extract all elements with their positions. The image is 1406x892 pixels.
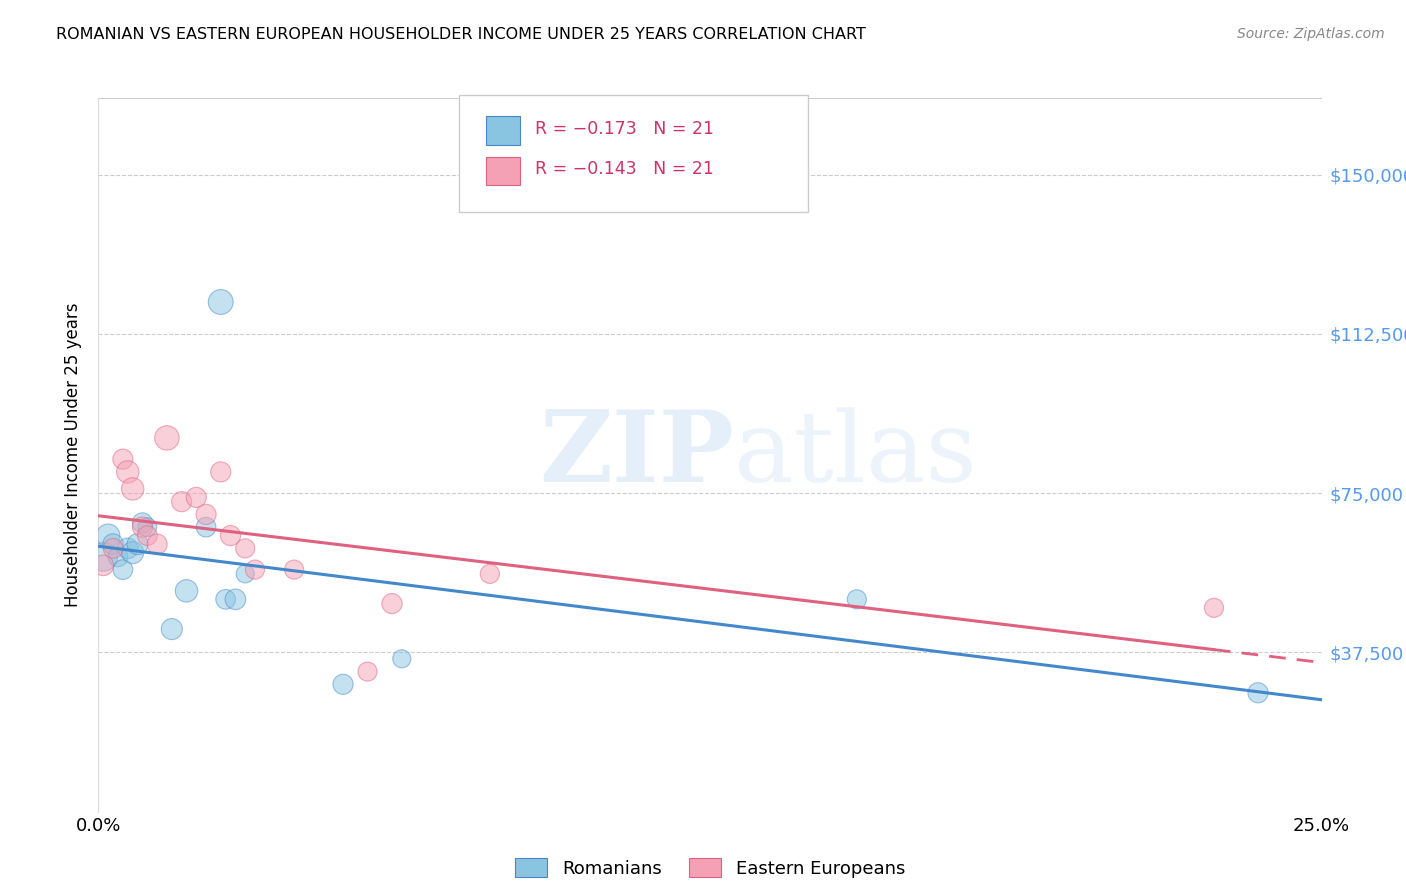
- Point: [131, 516, 153, 530]
- Point: [91, 549, 114, 564]
- Point: [478, 566, 501, 581]
- Point: [195, 508, 218, 522]
- Point: [332, 677, 354, 691]
- Point: [127, 537, 149, 551]
- Text: R = −0.143   N = 21: R = −0.143 N = 21: [536, 161, 714, 178]
- Point: [131, 520, 153, 534]
- Point: [101, 537, 124, 551]
- Point: [214, 592, 236, 607]
- Point: [91, 558, 114, 573]
- Point: [156, 431, 179, 445]
- Point: [845, 592, 868, 607]
- Point: [146, 537, 169, 551]
- Point: [233, 566, 256, 581]
- Bar: [486, 116, 520, 145]
- Point: [117, 541, 139, 556]
- Point: [136, 528, 159, 542]
- Point: [195, 520, 218, 534]
- Point: [186, 491, 208, 505]
- Point: [97, 528, 120, 542]
- FancyBboxPatch shape: [460, 95, 808, 212]
- Text: ZIP: ZIP: [540, 407, 734, 503]
- Point: [121, 482, 143, 496]
- Point: [391, 652, 413, 666]
- Point: [381, 597, 404, 611]
- Point: [243, 563, 266, 577]
- Text: atlas: atlas: [734, 407, 977, 503]
- Point: [111, 452, 134, 467]
- Point: [209, 465, 232, 479]
- Point: [209, 295, 232, 310]
- Point: [107, 549, 129, 564]
- Text: ROMANIAN VS EASTERN EUROPEAN HOUSEHOLDER INCOME UNDER 25 YEARS CORRELATION CHART: ROMANIAN VS EASTERN EUROPEAN HOUSEHOLDER…: [56, 27, 866, 42]
- Bar: [486, 157, 520, 186]
- Point: [176, 583, 198, 598]
- Point: [233, 541, 256, 556]
- Point: [219, 528, 242, 542]
- Point: [1247, 686, 1270, 700]
- Point: [283, 563, 305, 577]
- Point: [224, 592, 246, 607]
- Legend: Romanians, Eastern Europeans: Romanians, Eastern Europeans: [508, 851, 912, 885]
- Text: R = −0.173   N = 21: R = −0.173 N = 21: [536, 120, 714, 137]
- Point: [160, 622, 183, 636]
- Point: [111, 563, 134, 577]
- Y-axis label: Householder Income Under 25 years: Householder Income Under 25 years: [65, 302, 83, 607]
- Point: [117, 465, 139, 479]
- Point: [121, 546, 143, 560]
- Text: Source: ZipAtlas.com: Source: ZipAtlas.com: [1237, 27, 1385, 41]
- Point: [170, 494, 193, 508]
- Point: [101, 541, 124, 556]
- Point: [356, 665, 378, 679]
- Point: [136, 520, 159, 534]
- Point: [1202, 600, 1225, 615]
